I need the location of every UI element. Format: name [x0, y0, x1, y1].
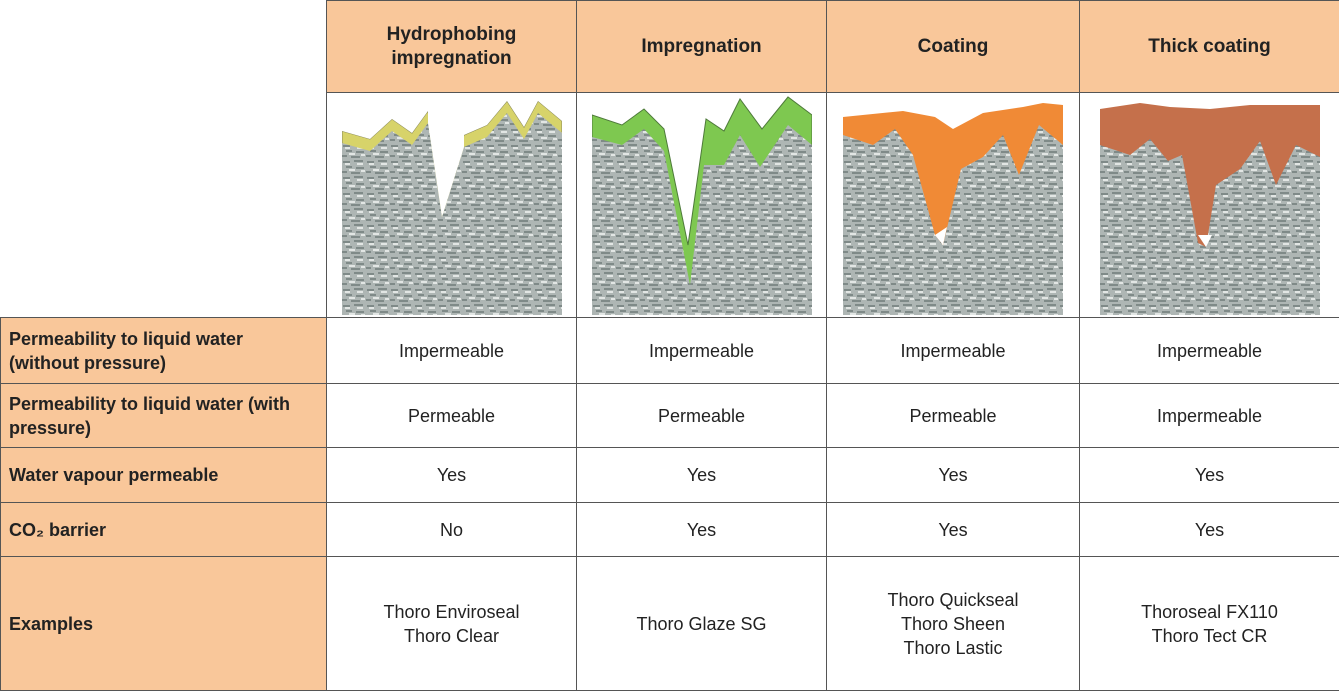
table-cell: Impermeable [1080, 318, 1339, 384]
coating-illustration [843, 95, 1063, 315]
impregnation-illustration [592, 95, 812, 315]
image-cell [827, 93, 1080, 318]
table-row: Water vapour permeable Yes Yes Yes Yes [1, 448, 1339, 503]
cell-line: Impermeable [587, 339, 816, 363]
table-cell: Impermeable [827, 318, 1080, 384]
table-cell: Yes [827, 448, 1080, 503]
column-header: Hydrophobing impregnation [327, 1, 577, 93]
cell-line: Thoro Lastic [837, 636, 1069, 660]
row-label: CO₂ barrier [1, 503, 327, 557]
cell-line: Thoro Clear [337, 624, 566, 648]
cell-line: Thoro Glaze SG [587, 612, 816, 636]
cell-line: Permeable [837, 404, 1069, 428]
image-cell [1080, 93, 1339, 318]
cell-line: Impermeable [837, 339, 1069, 363]
column-header: Thick coating [1080, 1, 1339, 93]
table-cell: Permeable [327, 384, 577, 448]
cell-line: Permeable [587, 404, 816, 428]
column-header: Impregnation [577, 1, 827, 93]
cell-line: Thoro Enviroseal [337, 600, 566, 624]
table-cell: Yes [1080, 503, 1339, 557]
table-row: Permeability to liquid water (without pr… [1, 318, 1339, 384]
row-label: Examples [1, 557, 327, 691]
thick-coating-illustration [1100, 95, 1320, 315]
image-cell [577, 93, 827, 318]
cell-line: Impermeable [1090, 339, 1329, 363]
empty-cell [1, 1, 327, 93]
table-cell: Impermeable [577, 318, 827, 384]
header-row: Hydrophobing impregnation Impregnation C… [1, 1, 1339, 93]
cell-line: Yes [837, 463, 1069, 487]
cell-line: Thoro Tect CR [1090, 624, 1329, 648]
cell-line: Permeable [337, 404, 566, 428]
table-cell: Yes [577, 503, 827, 557]
table-cell: Thoro Glaze SG [577, 557, 827, 691]
image-row [1, 93, 1339, 318]
cell-line: Yes [1090, 463, 1329, 487]
table-cell: No [327, 503, 577, 557]
cell-line: Thoro Sheen [837, 612, 1069, 636]
cell-line: Yes [837, 518, 1069, 542]
hydrophobing-illustration [342, 95, 562, 315]
cell-line: Yes [587, 518, 816, 542]
table-cell: Yes [327, 448, 577, 503]
empty-cell [1, 93, 327, 318]
cell-line: Thoro Quickseal [837, 588, 1069, 612]
table-cell: Permeable [827, 384, 1080, 448]
cell-line: No [337, 518, 566, 542]
cell-line: Thoroseal FX110 [1090, 600, 1329, 624]
row-label: Water vapour permeable [1, 448, 327, 503]
cell-line: Yes [1090, 518, 1329, 542]
cell-line: Yes [587, 463, 816, 487]
table-row: CO₂ barrier No Yes Yes Yes [1, 503, 1339, 557]
table-body: Permeability to liquid water (without pr… [1, 318, 1339, 691]
table-row: Permeability to liquid water (with press… [1, 384, 1339, 448]
cell-line: Impermeable [1090, 404, 1329, 428]
table-cell: Yes [1080, 448, 1339, 503]
page: Hydrophobing impregnation Impregnation C… [0, 0, 1339, 691]
cell-line: Yes [337, 463, 566, 487]
row-label: Permeability to liquid water (with press… [1, 384, 327, 448]
image-cell [327, 93, 577, 318]
table-cell: Impermeable [327, 318, 577, 384]
row-label: Permeability to liquid water (without pr… [1, 318, 327, 384]
cell-line: Impermeable [337, 339, 566, 363]
comparison-table: Hydrophobing impregnation Impregnation C… [0, 0, 1339, 691]
table-cell: Yes [577, 448, 827, 503]
table-cell: Permeable [577, 384, 827, 448]
table-cell: Yes [827, 503, 1080, 557]
column-header: Coating [827, 1, 1080, 93]
table-cell: Impermeable [1080, 384, 1339, 448]
